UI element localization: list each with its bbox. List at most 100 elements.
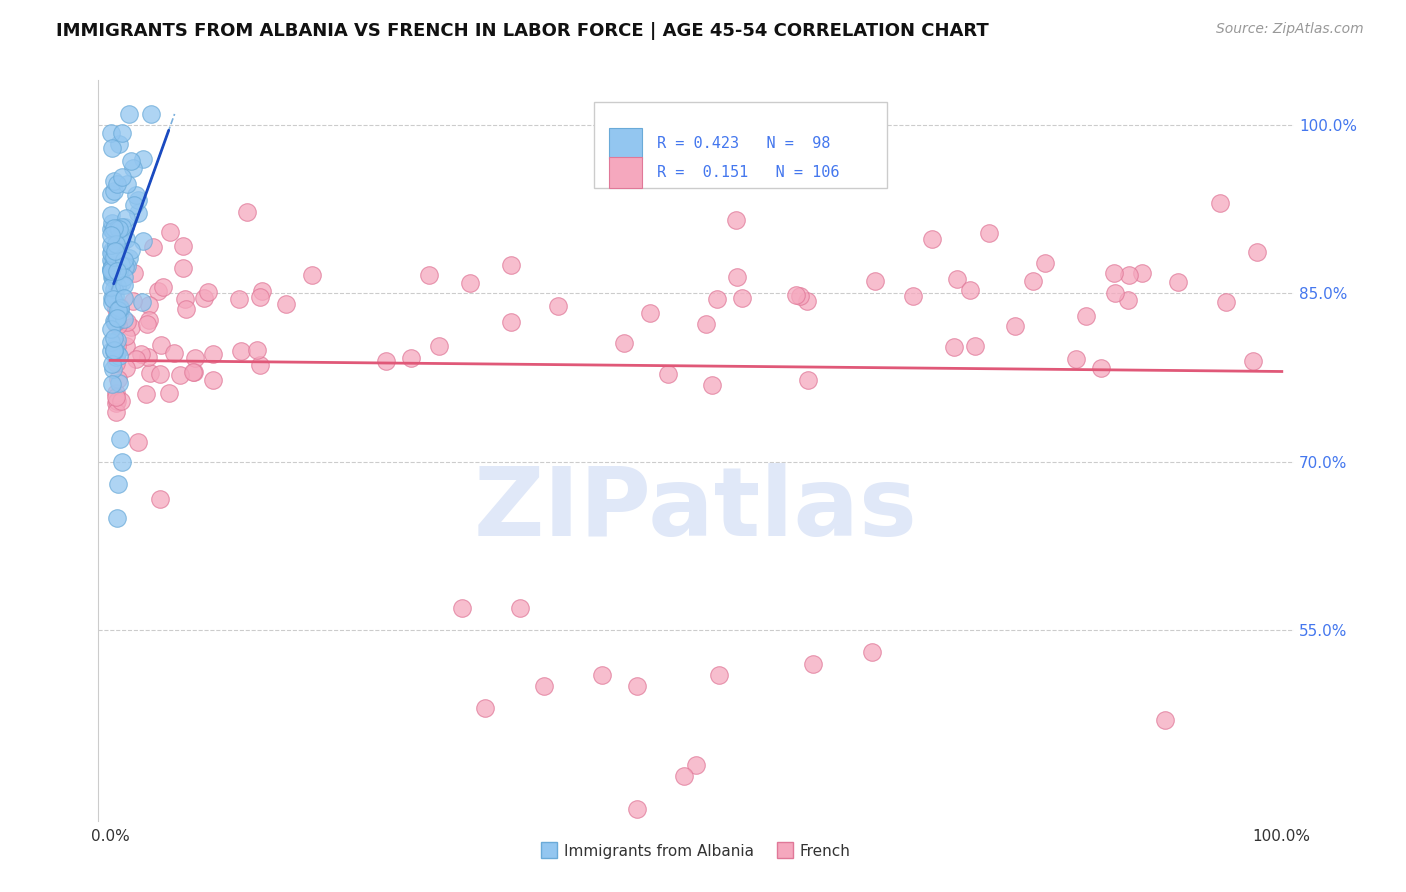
Point xyxy=(118,251,141,265)
Point xyxy=(100,246,122,260)
Point xyxy=(458,276,481,290)
Point xyxy=(100,127,122,141)
Point xyxy=(105,279,128,293)
Point xyxy=(108,432,131,446)
Point xyxy=(120,320,142,334)
Point xyxy=(103,267,125,281)
Point xyxy=(943,340,966,354)
Point xyxy=(121,161,143,175)
Point xyxy=(111,126,134,140)
Point xyxy=(115,339,138,353)
Point xyxy=(112,312,135,326)
Point xyxy=(183,365,205,379)
Point xyxy=(613,336,636,351)
Point xyxy=(111,275,134,289)
Point xyxy=(111,455,134,469)
Point xyxy=(100,187,122,202)
Point xyxy=(105,311,128,326)
Point xyxy=(100,222,122,236)
Point xyxy=(149,367,172,381)
Point xyxy=(136,318,159,332)
Point xyxy=(112,270,135,285)
Point xyxy=(139,107,162,121)
Point xyxy=(193,291,215,305)
Point xyxy=(122,293,145,308)
Point xyxy=(695,318,717,332)
Point xyxy=(103,221,125,235)
Point xyxy=(118,107,141,121)
Point xyxy=(184,351,207,365)
Point xyxy=(801,657,824,671)
Point xyxy=(172,260,194,275)
Point xyxy=(626,802,648,816)
Point xyxy=(105,317,128,331)
Point xyxy=(105,236,128,251)
Point xyxy=(100,253,122,268)
Point xyxy=(100,322,122,336)
Point xyxy=(149,337,172,351)
Point xyxy=(131,294,153,309)
Point xyxy=(100,280,122,294)
Point xyxy=(547,299,569,313)
Point xyxy=(112,252,135,267)
Point xyxy=(101,216,124,230)
Text: Source: ZipAtlas.com: Source: ZipAtlas.com xyxy=(1216,22,1364,37)
FancyBboxPatch shape xyxy=(595,103,887,187)
Point xyxy=(174,292,197,306)
Point xyxy=(105,347,128,361)
Point xyxy=(103,331,125,345)
Point xyxy=(107,376,129,391)
Point xyxy=(103,174,125,188)
Point xyxy=(860,645,883,659)
Point xyxy=(127,206,149,220)
Point xyxy=(105,345,128,359)
Point xyxy=(107,264,129,278)
Point xyxy=(246,343,269,357)
Point xyxy=(104,245,127,260)
Point xyxy=(229,344,252,359)
Text: IMMIGRANTS FROM ALBANIA VS FRENCH IN LABOR FORCE | AGE 45-54 CORRELATION CHART: IMMIGRANTS FROM ALBANIA VS FRENCH IN LAB… xyxy=(56,22,988,40)
Point xyxy=(120,154,142,169)
Point xyxy=(1064,352,1087,367)
Point xyxy=(100,262,122,277)
Point xyxy=(1104,286,1126,301)
Point xyxy=(127,194,149,208)
Point xyxy=(789,289,811,303)
Point xyxy=(105,510,128,524)
Point xyxy=(108,300,131,314)
Point xyxy=(107,303,129,318)
Point xyxy=(124,352,146,367)
Point xyxy=(105,264,128,278)
Point xyxy=(1022,274,1045,288)
Point xyxy=(700,378,723,392)
Point xyxy=(139,366,162,380)
Point xyxy=(149,491,172,506)
Point xyxy=(135,386,157,401)
Point xyxy=(105,314,128,328)
Point xyxy=(201,373,224,387)
Point xyxy=(979,226,1001,240)
Point xyxy=(1241,354,1264,368)
Point xyxy=(111,228,134,243)
Point xyxy=(100,261,122,276)
Point xyxy=(101,270,124,285)
Point xyxy=(1090,361,1112,376)
Text: R =  0.151   N = 106: R = 0.151 N = 106 xyxy=(657,165,839,180)
Point xyxy=(640,306,662,320)
Point xyxy=(499,258,522,272)
Point xyxy=(673,769,696,783)
Point xyxy=(114,232,136,246)
Point xyxy=(108,235,131,249)
Point xyxy=(474,701,496,715)
Point xyxy=(101,141,124,155)
Point xyxy=(100,335,122,350)
Point xyxy=(201,347,224,361)
Point xyxy=(132,152,155,166)
Point xyxy=(115,211,138,225)
Point xyxy=(785,288,807,302)
Point xyxy=(159,225,181,239)
Point xyxy=(114,260,136,274)
Point xyxy=(105,356,128,370)
Point xyxy=(105,338,128,352)
Point xyxy=(159,386,181,401)
